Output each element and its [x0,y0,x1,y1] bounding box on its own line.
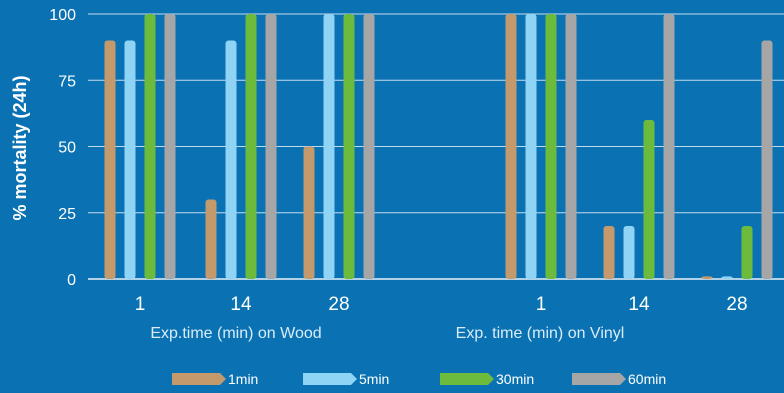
legend-swatch-5min [303,373,357,385]
legend-swatch-60min [572,373,626,385]
y-tick-labels: 0 25 50 75 100 [49,7,76,289]
bar-60min [265,14,277,279]
bar-30min [545,14,557,279]
legend-swatch-30min [440,373,494,385]
x-category-labels: 1 14 28 1 14 28 [135,294,748,315]
legend-swatch-1min [172,373,226,385]
x-category-label: 28 [328,294,349,315]
y-tick-label: 50 [58,140,76,157]
legend-label-5min: 5min [359,371,389,387]
bar-1min [205,199,217,279]
bar-1min [701,276,713,279]
bar-1min [303,146,315,279]
x-category-label: 1 [135,294,146,315]
bar-5min [124,40,136,279]
legend-label-60min: 60min [628,371,666,387]
y-axis-label: % mortality (24h) [10,75,30,220]
y-tick-label: 75 [58,73,76,90]
bar-1min [603,226,615,279]
legend: 1min 5min 30min 60min [172,371,666,387]
bar-5min [323,14,335,279]
x-category-label: 28 [726,294,747,315]
y-tick-label: 0 [67,272,76,289]
bar-30min [643,120,655,279]
bar-30min [343,14,355,279]
x-category-label: 14 [628,294,650,315]
grid-lines [88,13,784,280]
bar-5min [623,226,635,279]
bars [104,14,773,279]
bar-30min [245,14,257,279]
bar-1min [505,14,517,279]
bar-30min [144,14,156,279]
bar-5min [721,276,733,279]
x-category-label: 1 [536,294,547,315]
bar-60min [565,14,577,279]
x-group-label: Exp.time (min) on Wood [150,325,321,342]
legend-label-1min: 1min [228,371,258,387]
y-tick-label: 25 [58,206,76,223]
x-group-labels: Exp.time (min) on Wood Exp. time (min) on… [150,325,624,342]
bar-30min [741,226,753,279]
bar-60min [363,14,375,279]
bar-60min [164,14,176,279]
y-tick-label: 100 [49,7,76,24]
bar-5min [525,14,537,279]
x-group-label: Exp. time (min) on Vinyl [456,325,625,342]
bar-60min [663,14,675,279]
legend-label-30min: 30min [496,371,534,387]
bar-5min [225,40,237,279]
bar-60min [761,40,773,279]
bar-1min [104,40,116,279]
x-category-label: 14 [230,294,252,315]
